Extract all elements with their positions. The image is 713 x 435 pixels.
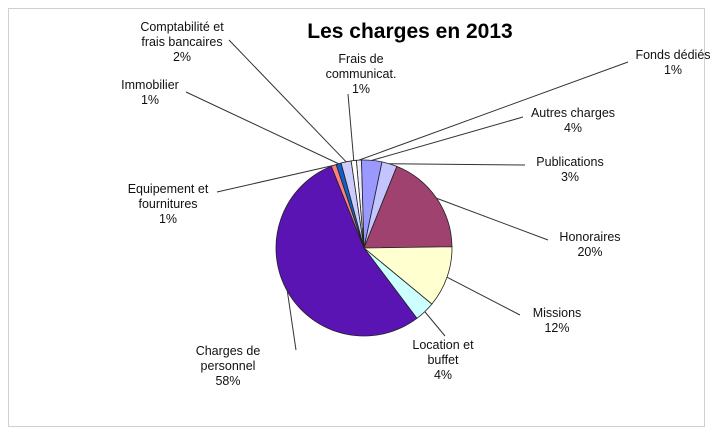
- slice-label: Honoraires 20%: [545, 230, 635, 260]
- value-label: 4%: [563, 121, 583, 135]
- value-label: 3%: [560, 170, 580, 184]
- pie-slice: [275, 165, 418, 337]
- slice-label: Location et buffet 4%: [403, 338, 483, 383]
- slice-label: Charges de personnel 58%: [183, 344, 273, 389]
- leader-line: [436, 197, 549, 241]
- value-label: 1%: [351, 82, 371, 96]
- slice-label: Fonds dédiés 1%: [628, 48, 713, 78]
- chart-title: Les charges en 2013: [307, 20, 513, 43]
- slice-label: Frais de communicat. 1%: [316, 52, 406, 97]
- value-label: 4%: [433, 368, 453, 382]
- value-label: 58%: [215, 374, 241, 388]
- leader-line: [228, 39, 347, 163]
- leader-line: [347, 93, 355, 161]
- slice-label: Publications 3%: [525, 155, 615, 185]
- leader-line: [446, 276, 521, 316]
- value-label: 2%: [172, 50, 192, 64]
- leader-line: [358, 61, 629, 161]
- leader-line: [185, 91, 339, 165]
- slice-label: Missions 12%: [517, 306, 597, 336]
- leader-line: [286, 291, 297, 351]
- slice-label: Autres charges 4%: [523, 106, 623, 136]
- frame: [8, 8, 705, 427]
- slice-label: Comptabilité et frais bancaires 2%: [127, 20, 237, 65]
- leader-line: [389, 163, 526, 166]
- value-label: 1%: [140, 93, 160, 107]
- leader-line: [371, 116, 524, 161]
- leader-line: [216, 164, 334, 193]
- slice-label: Equipement et fournitures 1%: [113, 182, 223, 227]
- value-label: 12%: [544, 321, 570, 335]
- leader-line: [424, 311, 446, 337]
- value-label: 1%: [158, 212, 178, 226]
- slice-label: Immobilier 1%: [110, 78, 190, 108]
- value-label: 20%: [577, 245, 603, 259]
- pie-slice: [350, 159, 365, 249]
- value-label: 1%: [663, 63, 683, 77]
